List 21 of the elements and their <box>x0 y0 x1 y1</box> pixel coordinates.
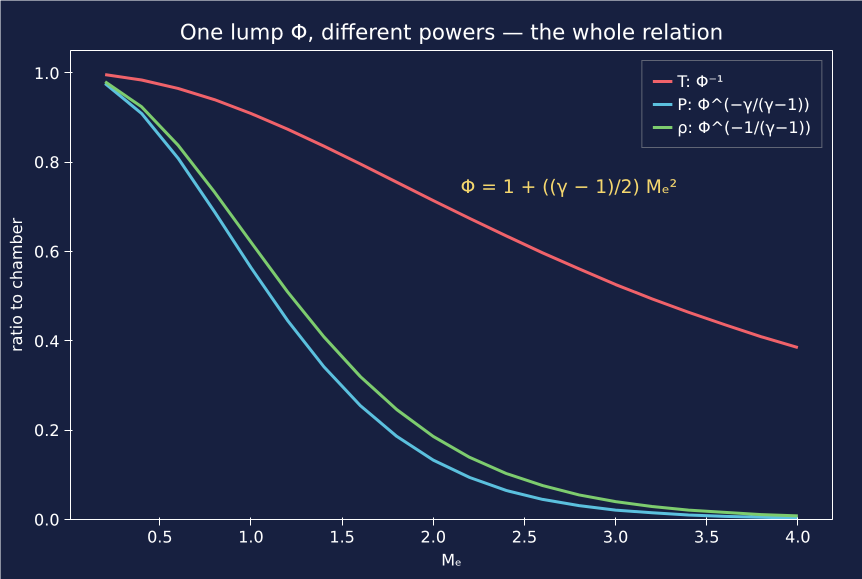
y-tick-label: 0.8 <box>34 153 60 172</box>
x-tick-label: 1.5 <box>329 528 355 546</box>
legend-label: P: Φ^(−γ/(γ−1)) <box>677 94 810 114</box>
y-tick-label: 0.4 <box>34 332 60 351</box>
x-tick-label: 3.0 <box>602 528 628 546</box>
x-tick-label: 0.5 <box>147 528 173 546</box>
x-tick-label: 2.0 <box>420 528 446 546</box>
x-tick-label: 4.0 <box>785 528 811 546</box>
x-axis-title: Mₑ <box>441 550 462 570</box>
x-tick-label: 2.5 <box>512 528 538 546</box>
legend-label: T: Φ⁻¹ <box>677 72 724 90</box>
chart-title: One lump Φ, different powers — the whole relation <box>180 20 724 46</box>
annotation: Φ = 1 + ((γ − 1)/2) Mₑ² <box>460 176 678 198</box>
y-tick-label: 0.6 <box>34 242 60 262</box>
x-tick-label: 1.0 <box>238 528 264 546</box>
y-tick-label: 0.2 <box>34 421 60 440</box>
legend-label: ρ: Φ^(−1/(γ−1)) <box>677 118 811 136</box>
y-tick-label: 1.0 <box>34 64 60 83</box>
y-axis-title: ratio to chamber <box>7 218 26 352</box>
y-tick-label: 0.0 <box>34 510 60 530</box>
x-tick-label: 3.5 <box>694 528 720 546</box>
